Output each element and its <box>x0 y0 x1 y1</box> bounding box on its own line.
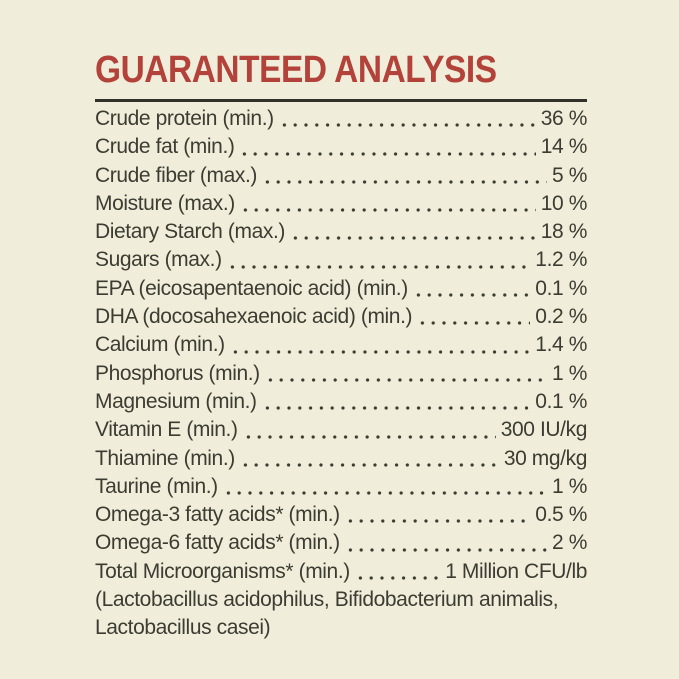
dot-leader <box>264 377 547 382</box>
nutrient-value: 1.2 % <box>535 248 587 272</box>
nutrient-value: 14 % <box>540 135 588 159</box>
nutrient-label: Thiamine (min.) <box>95 446 235 470</box>
microorganisms-footnote: (Lactobacillus acidophilus, Bifidobacter… <box>95 586 587 643</box>
dot-leader <box>344 519 531 524</box>
nutrient-label: Magnesium (min.) <box>95 389 257 413</box>
table-row: Crude fat (min.) 14 % <box>95 133 587 161</box>
dot-leader <box>242 434 496 439</box>
nutrient-value: 1 % <box>552 474 587 498</box>
table-row: Moisture (max.) 10 % <box>95 190 587 218</box>
nutrient-label: Crude fiber (max.) <box>95 163 258 187</box>
dot-leader <box>354 576 441 581</box>
table-row: EPA (eicosapentaenoic acid) (min.) 0.1 % <box>95 275 587 303</box>
nutrient-label: Sugars (max.) <box>95 248 222 272</box>
nutrient-label: Phosphorus (min.) <box>95 361 260 385</box>
table-row: Total Microorganisms* (min.) 1 Million C… <box>95 558 587 586</box>
dot-leader <box>222 491 547 496</box>
nutrient-label: EPA (eicosapentaenoic acid) (min.) <box>95 276 408 300</box>
table-row: Thiamine (min.) 30 mg/kg <box>95 445 587 473</box>
dot-leader <box>239 208 536 213</box>
dot-leader <box>239 151 536 156</box>
nutrient-value: 300 IU/kg <box>500 418 588 442</box>
nutrient-label: Dietary Starch (max.) <box>95 220 285 244</box>
dot-leader <box>262 179 547 184</box>
nutrient-value: 30 mg/kg <box>503 446 588 470</box>
dot-leader <box>412 293 531 298</box>
dot-leader <box>261 406 531 411</box>
table-row: Omega-6 fatty acids* (min.) 2 % <box>95 529 587 557</box>
nutrient-label: Taurine (min.) <box>95 474 218 498</box>
dot-leader <box>229 349 531 354</box>
table-row: Taurine (min.) 1 % <box>95 473 587 501</box>
table-row: Calcium (min.) 1.4 % <box>95 331 587 359</box>
dot-leader <box>417 321 531 326</box>
nutrient-value: 10 % <box>540 191 588 215</box>
table-row: Crude protein (min.) 36 % <box>95 105 587 133</box>
dot-leader <box>278 123 536 128</box>
nutrient-value: 0.2 % <box>535 305 587 329</box>
table-row: DHA (docosahexaenoic acid) (min.) 0.2 % <box>95 303 587 331</box>
nutrient-value: 1 Million CFU/lb <box>445 559 587 583</box>
nutrient-value: 18 % <box>540 220 588 244</box>
table-row: Sugars (max.) 1.2 % <box>95 246 587 274</box>
table-row: Omega-3 fatty acids* (min.) 0.5 % <box>95 501 587 529</box>
nutrient-value: 2 % <box>552 531 587 555</box>
table-row: Phosphorus (min.) 1 % <box>95 360 587 388</box>
analysis-table: Crude protein (min.) 36 % Crude fat (min… <box>95 105 587 643</box>
nutrient-label: Total Microorganisms* (min.) <box>95 559 350 583</box>
title-divider <box>95 99 587 102</box>
footnote-line: Lactobacillus casei) <box>95 616 271 640</box>
nutrient-value: 0.5 % <box>535 503 587 527</box>
nutrient-label: Crude protein (min.) <box>95 107 274 130</box>
nutrient-value: 0.1 % <box>535 389 587 413</box>
table-row: Crude fiber (max.) 5 % <box>95 162 587 190</box>
table-row: Magnesium (min.) 0.1 % <box>95 388 587 416</box>
nutrient-label: Crude fat (min.) <box>95 135 235 159</box>
nutrient-label: DHA (docosahexaenoic acid) (min.) <box>95 305 413 329</box>
dot-leader <box>239 462 499 467</box>
nutrient-label: Calcium (min.) <box>95 333 225 357</box>
nutrient-value: 36 % <box>540 107 588 130</box>
table-row: Vitamin E (min.) 300 IU/kg <box>95 416 587 444</box>
dot-leader <box>289 236 536 241</box>
nutrient-value: 1.4 % <box>535 333 587 357</box>
nutrient-label: Moisture (max.) <box>95 191 235 215</box>
dot-leader <box>226 264 531 269</box>
page-title: GUARANTEED ANALYSIS <box>95 49 497 91</box>
nutrient-label: Omega-3 fatty acids* (min.) <box>95 503 340 527</box>
footnote-line: (Lactobacillus acidophilus, Bifidobacter… <box>95 588 559 612</box>
nutrient-value: 5 % <box>552 163 587 187</box>
table-row: Dietary Starch (max.) 18 % <box>95 218 587 246</box>
nutrient-value: 0.1 % <box>535 276 587 300</box>
nutrient-value: 1 % <box>552 361 587 385</box>
dot-leader <box>344 547 547 552</box>
nutrient-label: Vitamin E (min.) <box>95 418 238 442</box>
nutrient-label: Omega-6 fatty acids* (min.) <box>95 531 340 555</box>
